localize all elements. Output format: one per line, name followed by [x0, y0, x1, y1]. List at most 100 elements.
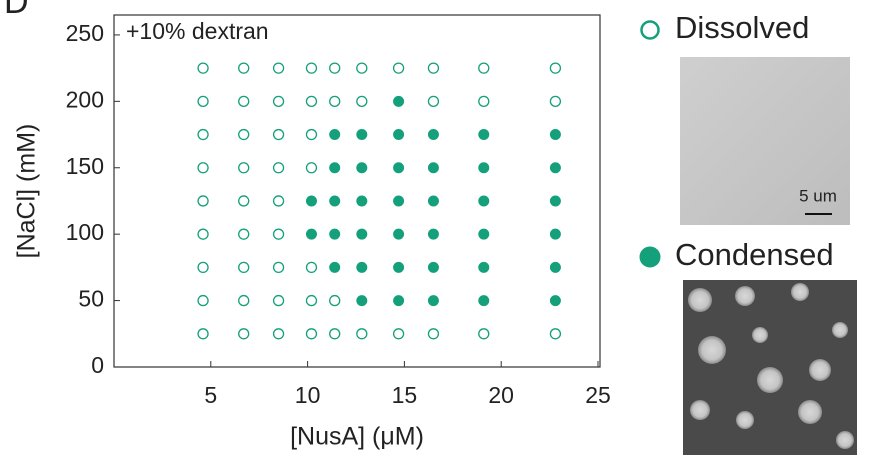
condensed-image [683, 280, 857, 455]
dissolved-point [305, 128, 318, 141]
y-tick-label: 0 [91, 352, 104, 378]
condensed-point [356, 295, 368, 307]
dissolved-point [197, 261, 209, 274]
dissolved-point [272, 128, 285, 141]
legend-marker [639, 246, 661, 268]
condensed-point [478, 195, 490, 207]
legend-marker [640, 20, 660, 40]
dissolved-point [356, 95, 368, 107]
condensed-point [427, 295, 439, 307]
condensed-point [549, 295, 561, 307]
condensed-point [393, 162, 405, 174]
dissolved-point [305, 294, 318, 307]
condensed-point [478, 295, 490, 307]
condensed-point [356, 261, 368, 273]
dissolved-point [478, 328, 490, 340]
x-tick-label: 5 [204, 382, 217, 408]
condensed-point [427, 195, 439, 207]
dissolved-point [329, 294, 341, 307]
dissolved-point [305, 328, 318, 340]
condensed-point [393, 295, 405, 307]
dissolved-point [478, 95, 490, 107]
y-tick-label: 50 [78, 286, 104, 312]
x-axis-label: [NusA] (μM) [290, 423, 424, 451]
condensed-point [356, 195, 368, 207]
dissolved-point [238, 261, 250, 274]
dissolved-point [197, 195, 209, 207]
dissolved-point [197, 228, 209, 240]
condensed-point [549, 195, 561, 207]
condensed-point [329, 261, 341, 273]
condensed-point [478, 261, 490, 273]
condensed-point [356, 129, 368, 141]
x-tick-label: 25 [585, 382, 611, 408]
x-tick-label: 20 [488, 382, 514, 408]
dissolved-point [272, 261, 285, 274]
condensed-point [356, 228, 368, 240]
condensed-point [478, 228, 490, 240]
condensed-point [393, 261, 405, 273]
dissolved-point [197, 128, 209, 141]
dissolved-point [272, 294, 285, 307]
legend-label: Condensed [675, 237, 834, 272]
dissolved-point [272, 95, 285, 107]
dissolved-point [238, 328, 250, 340]
dissolved-point [427, 62, 440, 74]
dissolved-point [272, 62, 285, 74]
condensed-point [305, 195, 317, 207]
legend-label: Dissolved [675, 10, 809, 45]
dissolved-point [238, 128, 250, 141]
annotation: +10% dextran [126, 18, 269, 44]
dissolved-point [305, 62, 318, 74]
dissolved-point [356, 328, 368, 340]
condensed-point [393, 129, 405, 141]
condensed-point [329, 129, 341, 141]
dissolved-point [305, 261, 318, 274]
condensed-point [549, 129, 561, 141]
dissolved-point [197, 62, 209, 74]
condensed-point [305, 228, 317, 240]
dissolved-point [197, 162, 209, 174]
condensed-point [427, 129, 439, 141]
dissolved-point [305, 162, 318, 174]
dissolved-point [238, 162, 250, 174]
dissolved-point [305, 95, 318, 107]
panel-label: D [4, 0, 29, 21]
dissolved-image [680, 57, 850, 225]
y-tick-label: 100 [66, 219, 104, 245]
dissolved-point [329, 95, 341, 107]
condensed-point [549, 228, 561, 240]
condensed-point [356, 162, 368, 174]
dissolved-point [238, 62, 250, 74]
condensed-point [393, 228, 405, 240]
condensed-point [329, 228, 341, 240]
scale-bar-label: 5 um [799, 186, 837, 205]
dissolved-point [549, 328, 562, 340]
dissolved-point [427, 328, 440, 340]
dissolved-point [329, 328, 341, 340]
dissolved-point [197, 95, 209, 107]
condensed-point [329, 195, 341, 207]
condensed-point [549, 162, 561, 174]
dissolved-point [549, 95, 562, 107]
dissolved-point [478, 62, 490, 74]
dissolved-point [272, 195, 285, 207]
x-tick-label: 10 [295, 382, 321, 408]
dissolved-point [392, 62, 405, 74]
dissolved-point [238, 195, 250, 207]
dissolved-point [272, 328, 285, 340]
y-tick-label: 150 [66, 153, 104, 179]
dissolved-point [197, 294, 209, 307]
dissolved-point [549, 62, 562, 74]
dissolved-point [272, 228, 285, 240]
y-axis-label: [NaCl] (mM) [13, 124, 41, 259]
dissolved-point [427, 95, 440, 107]
dissolved-point [197, 328, 209, 340]
dissolved-point [392, 328, 405, 340]
condensed-point [393, 195, 405, 207]
dissolved-point [329, 62, 341, 74]
condensed-point [549, 261, 561, 273]
condensed-point [427, 228, 439, 240]
x-tick-label: 15 [392, 382, 418, 408]
